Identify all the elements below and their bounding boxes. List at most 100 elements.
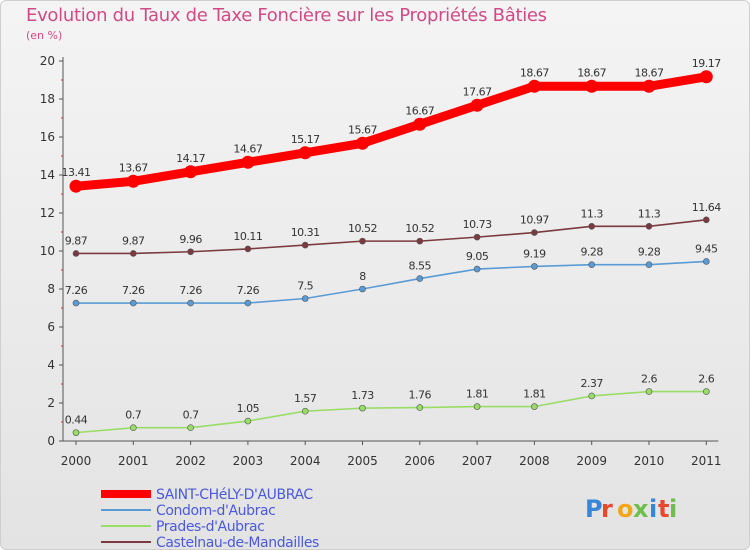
data-label: 7.5 (297, 280, 313, 293)
data-point (244, 245, 252, 253)
series-0: 13.41 13.67 14.17 14.67 15.17 15.67 16.67 17.67… (62, 57, 722, 193)
data-point (585, 79, 599, 93)
data-point (126, 174, 140, 188)
data-label: 1.73 (351, 389, 374, 402)
data-point (72, 429, 80, 436)
logo-letter: t (658, 495, 669, 523)
data-label: 1.57 (294, 392, 317, 405)
data-label: 18.67 (520, 66, 549, 79)
data-point (187, 248, 194, 256)
data-point (413, 117, 427, 131)
data-point (72, 250, 80, 257)
data-label: 2.37 (580, 377, 603, 390)
legend-label: SAINT-CHéLY-D'AUBRAC (156, 487, 313, 503)
logo-letter: i (649, 495, 657, 523)
x-tick-label: 2002 (175, 454, 206, 468)
data-label: 11.3 (580, 207, 603, 220)
x-tick-label: 2004 (290, 454, 321, 468)
data-label: 19.17 (692, 57, 721, 70)
chart-unit-label: (en %) (26, 29, 63, 42)
x-tick-label: 2003 (233, 454, 264, 468)
data-label: 8 (359, 270, 366, 283)
data-label: 2.6 (641, 373, 657, 386)
x-tick-label: 2007 (462, 454, 493, 468)
data-point (301, 295, 309, 302)
data-point (72, 299, 80, 307)
data-label: 7.26 (65, 284, 88, 297)
data-point (244, 299, 252, 307)
data-label: 17.67 (463, 85, 492, 98)
data-point (473, 403, 481, 410)
data-label: 9.28 (638, 246, 661, 259)
data-point (416, 237, 424, 245)
series-line (71, 72, 711, 191)
data-label: 15.67 (348, 123, 377, 136)
data-point (130, 299, 137, 307)
data-point (588, 223, 596, 230)
data-label: 16.67 (405, 104, 434, 117)
legend-label: Condom-d'Aubrac (156, 503, 275, 519)
data-label: 14.67 (233, 142, 262, 155)
data-point (702, 216, 710, 224)
x-tick-label: 2009 (576, 454, 607, 468)
data-point (359, 237, 366, 245)
data-label: 7.26 (179, 284, 202, 297)
x-tick-label: 2006 (405, 454, 436, 468)
data-label: 11.64 (692, 201, 721, 214)
series-3: 9.87 9.87 9.96 10.11 10.31 10.52 10.52 10.73 10.… (65, 201, 722, 257)
x-tick-label: 2011 (691, 454, 722, 468)
data-label: 18.67 (635, 66, 664, 79)
y-tick-label: 18 (40, 92, 55, 106)
chart-title: Evolution du Taux de Taxe Foncière sur l… (26, 5, 547, 26)
data-point (527, 79, 541, 93)
x-tick-label: 2001 (118, 454, 149, 468)
data-point (645, 388, 653, 395)
y-tick-label: 12 (40, 206, 55, 220)
data-point (356, 136, 369, 150)
data-label: 0.7 (125, 409, 141, 422)
data-label: 9.96 (179, 233, 202, 246)
data-point (702, 388, 710, 395)
data-label: 10.52 (348, 222, 377, 235)
series-line (75, 390, 708, 434)
chart-axes: 0 2 4 6 8 10 12 14 16 18 20 2000 2001 2002 2003 2004 200… (40, 54, 722, 468)
data-point (301, 241, 309, 249)
data-label: 0.44 (65, 414, 88, 427)
data-point (187, 424, 194, 432)
data-label: 10.52 (405, 222, 434, 235)
data-point (130, 424, 137, 432)
proxiti-logo: Pr o x i t i (585, 495, 677, 523)
x-tick-label: 2000 (61, 454, 92, 468)
logo-letter: r (601, 495, 613, 523)
data-point (187, 299, 194, 307)
data-point (588, 261, 596, 268)
y-tick-label: 4 (47, 358, 55, 372)
data-point (645, 223, 653, 230)
data-point (359, 404, 366, 412)
data-point (130, 250, 137, 257)
chart-legend: SAINT-CHéLY-D'AUBRACCondom-d'AubracPrade… (101, 487, 319, 549)
y-tick-label: 8 (47, 282, 55, 296)
logo-letter: i (669, 495, 677, 523)
data-point (244, 417, 252, 425)
data-label: 7.26 (122, 284, 145, 297)
series-line (75, 219, 708, 255)
data-label: 1.81 (466, 388, 489, 401)
data-point (301, 407, 309, 415)
x-tick-label: 2005 (347, 454, 378, 468)
data-point (473, 265, 481, 273)
y-tick-label: 14 (40, 168, 55, 182)
series-line (75, 260, 708, 304)
x-tick-label: 2010 (634, 454, 665, 468)
data-point (359, 285, 366, 293)
data-label: 13.41 (62, 166, 91, 179)
data-point (241, 155, 255, 169)
series-1: 7.26 7.26 7.26 7.26 7.5 8 8.55 9.05 9.19 9.28 9.28… (65, 242, 719, 307)
y-tick-label: 2 (47, 396, 55, 410)
y-tick-label: 16 (40, 130, 55, 144)
series-2: 0.44 0.7 0.7 1.05 1.57 1.73 1.76 1.81 1.81 2.37 2.… (65, 373, 715, 436)
data-point (416, 404, 424, 411)
data-label: 1.05 (237, 402, 260, 415)
